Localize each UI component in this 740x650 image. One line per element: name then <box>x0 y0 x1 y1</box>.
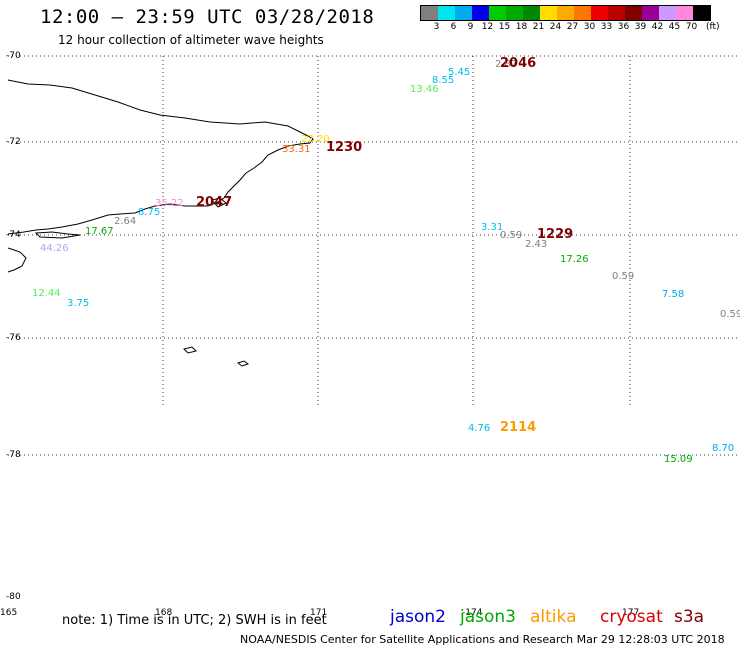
obs-label: 3.75 <box>67 298 89 309</box>
legend-labels: (ft) 3 6 9 12 15 18 21 24 27 30 33 36 39 42 45 70 <box>420 21 720 33</box>
lat-label: -80 <box>6 592 21 602</box>
legend-label: 15 <box>498 22 511 32</box>
obs-label: 8.70 <box>712 443 734 454</box>
lat-label: -74 <box>6 230 21 240</box>
obs-label: 17.67 <box>85 226 114 237</box>
mission-jason3: jason3 <box>460 607 516 627</box>
legend-swatch <box>540 6 557 20</box>
mission-s3a: s3a <box>674 607 705 627</box>
legend-swatch <box>472 6 489 20</box>
lat-label: -76 <box>6 333 21 343</box>
obs-label: 2.64 <box>114 216 136 227</box>
legend-swatch <box>455 6 472 20</box>
pass-time-label: 2046 <box>500 56 536 71</box>
obs-label: 3.31 <box>481 222 503 233</box>
legend-swatch <box>574 6 591 20</box>
legend-label: 27 <box>566 22 579 32</box>
obs-label: 2.87 <box>495 59 517 70</box>
obs-label: 8.75 <box>138 207 160 218</box>
mission-jason2: jason2 <box>390 607 446 627</box>
legend-swatch <box>676 6 693 20</box>
legend-label: 24 <box>549 22 562 32</box>
lon-label: 171 <box>310 608 328 618</box>
legend-swatch <box>438 6 455 20</box>
credit-line: NOAA/NESDIS Center for Satellite Applica… <box>240 633 725 646</box>
lat-label: -72 <box>6 137 21 147</box>
obs-label: 0.59 <box>612 271 634 282</box>
legend-label: 6 <box>450 22 457 32</box>
obs-label: 33.31 <box>282 144 311 155</box>
observations: 2.87 5.45 8.55 13.46 22.20 33.31 35.22 8… <box>32 59 740 465</box>
legend-label: 21 <box>532 22 545 32</box>
obs-label: 0.59 <box>720 309 740 320</box>
pass-time-label: 2047 <box>196 195 232 210</box>
obs-label: 12.44 <box>32 288 61 299</box>
obs-label: 8.55 <box>432 75 454 86</box>
pass-times: 2046 1230 2047 1229 2114 <box>196 56 573 435</box>
legend-swatch <box>506 6 523 20</box>
lon-label: -174 <box>462 608 483 618</box>
legend-label: 3 <box>433 22 440 32</box>
legend-label: 70 <box>685 22 698 32</box>
legend-swatch <box>659 6 676 20</box>
obs-label: 5.45 <box>448 67 470 78</box>
legend-swatch <box>591 6 608 20</box>
map-title: 12:00 – 23:59 UTC 03/28/2018 <box>40 6 375 28</box>
legend-swatches <box>420 5 711 21</box>
lat-label: -78 <box>6 450 21 460</box>
obs-label: 2.43 <box>525 239 547 250</box>
obs-label: 35.22 <box>155 198 184 209</box>
legend-swatch <box>489 6 506 20</box>
obs-label: 13.46 <box>410 84 439 95</box>
legend-swatch <box>557 6 574 20</box>
pass-time-label: 1229 <box>537 227 573 242</box>
obs-label: 4.76 <box>468 423 490 434</box>
obs-label: 7.58 <box>662 289 684 300</box>
lon-label: 165 <box>0 608 18 618</box>
legend-swatch <box>693 6 710 20</box>
legend-swatch <box>625 6 642 20</box>
obs-label: 17.26 <box>560 254 589 265</box>
legend-label: 42 <box>651 22 664 32</box>
legend-label: 39 <box>634 22 647 32</box>
legend-label: 45 <box>668 22 681 32</box>
coastline <box>7 79 314 367</box>
graticule <box>8 55 740 456</box>
color-legend: (ft) 3 6 9 12 15 18 21 24 27 30 33 36 39 42 45 70 <box>420 5 720 33</box>
pass-time-label: 2114 <box>500 420 536 435</box>
legend-swatch <box>421 6 438 20</box>
units-note: note: 1) Time is in UTC; 2) SWH is in fe… <box>62 613 327 628</box>
map-subtitle: 12 hour collection of altimeter wave hei… <box>58 33 324 47</box>
legend-unit: (ft) <box>706 22 720 32</box>
legend-swatch <box>523 6 540 20</box>
legend-label: 30 <box>583 22 596 32</box>
obs-label: 0.59 <box>500 230 522 241</box>
lon-label: 177 <box>622 608 640 618</box>
legend-label: 36 <box>617 22 630 32</box>
obs-label: 44.26 <box>40 243 69 254</box>
lat-label: -70 <box>6 51 21 61</box>
legend-swatch <box>608 6 625 20</box>
obs-label: 15.09 <box>664 454 693 465</box>
lon-label: 168 <box>155 608 173 618</box>
mission-altika: altika <box>530 607 577 627</box>
mission-cryosat: cryosat <box>600 607 663 627</box>
legend-label: 18 <box>515 22 528 32</box>
obs-label: 22.20 <box>301 134 330 145</box>
legend-swatch <box>642 6 659 20</box>
legend-label: 9 <box>467 22 474 32</box>
legend-label: 33 <box>600 22 613 32</box>
pass-time-label: 1230 <box>326 140 362 155</box>
legend-label: 12 <box>481 22 494 32</box>
